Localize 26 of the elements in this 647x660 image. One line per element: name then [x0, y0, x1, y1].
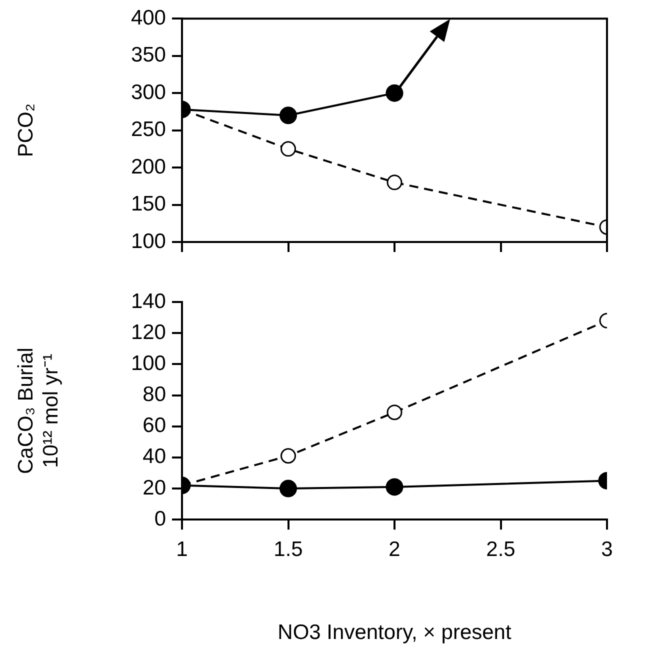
y-axis-title: PCO₂: [14, 103, 38, 158]
y-tick-label: 100: [130, 352, 166, 375]
x-tick-label: 3: [601, 538, 613, 561]
y-tick-label: 300: [130, 80, 166, 104]
y-axis-title: CaCO₃ Burial 10¹² mol yr⁻¹: [14, 348, 63, 474]
point: [386, 174, 402, 190]
x-tick-label: 2.5: [486, 538, 516, 561]
y-tick-label: 250: [130, 118, 166, 142]
point: [386, 404, 402, 420]
y-tick-label: 350: [130, 44, 166, 67]
y-tick-label: 40: [142, 445, 166, 468]
y-tick-label: 60: [142, 414, 166, 438]
y-tick-label: 120: [130, 320, 166, 344]
y-tick-label: 400: [130, 6, 166, 30]
y-tick-label: 20: [142, 476, 166, 500]
point: [386, 84, 404, 102]
y-tick-label: 80: [142, 383, 166, 406]
y-tick-label: 100: [130, 230, 166, 253]
x-tick-label: 1.5: [274, 538, 303, 561]
y-tick-label: 150: [130, 192, 166, 216]
y-tick-label: 140: [130, 290, 166, 313]
x-tick-label: 1: [176, 538, 188, 561]
y-tick-label: 200: [130, 155, 166, 178]
x-tick-label: 2: [388, 538, 400, 561]
y-tick-label: 0: [154, 507, 166, 530]
x-axis-title: NO3 Inventory, × present: [278, 621, 512, 644]
